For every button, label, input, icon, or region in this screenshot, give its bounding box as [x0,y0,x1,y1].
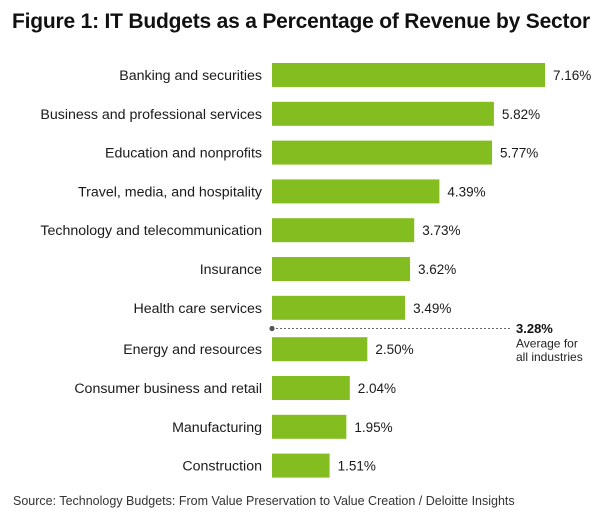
bar [272,414,347,439]
category-label: Consumer business and retail [74,381,262,397]
category-label: Health care services [133,301,262,317]
value-label: 5.77% [500,146,538,161]
value-label: 5.82% [502,107,540,122]
category-label: Technology and telecommunication [40,223,262,239]
bar [272,218,415,243]
category-label: Education and nonprofits [105,146,262,162]
average-value-label: 3.28% [516,321,553,336]
bar [272,140,493,165]
value-label: 2.50% [375,342,413,357]
bar [272,295,406,320]
value-label: 4.39% [447,184,485,199]
category-label: Business and professional services [40,107,262,123]
value-label: 1.51% [338,459,376,474]
category-label: Banking and securities [119,68,262,84]
value-label: 3.62% [418,262,456,277]
average-caption-line2: all industries [516,350,583,364]
value-label: 7.16% [553,68,591,83]
source-note: Source: Technology Budgets: From Value P… [13,494,515,508]
bar [272,179,440,204]
value-label: 3.49% [413,301,451,316]
bar [272,257,411,281]
category-label: Construction [182,459,262,475]
chart-title: Figure 1: IT Budgets as a Percentage of … [12,10,590,33]
value-label: 1.95% [354,420,392,435]
bar [272,453,330,478]
average-caption-line1: Average for [516,337,578,351]
average-reference-marker [269,325,275,332]
value-label: 3.73% [422,223,460,238]
value-label: 2.04% [358,381,396,396]
category-label: Insurance [200,262,262,278]
bar [272,376,350,400]
category-label: Energy and resources [123,342,262,358]
bar [272,63,545,87]
bar [272,337,368,362]
category-label: Travel, media, and hospitality [78,184,263,200]
category-label: Manufacturing [172,420,262,436]
bar [272,101,494,126]
